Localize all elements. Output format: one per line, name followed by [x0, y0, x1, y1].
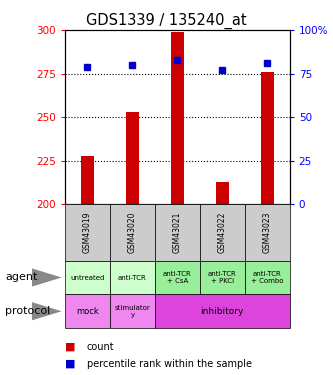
Text: anti-TCR
+ CsA: anti-TCR + CsA	[163, 271, 192, 284]
Bar	[261, 72, 273, 204]
Bar	[65, 204, 110, 261]
Text: percentile rank within the sample: percentile rank within the sample	[87, 359, 251, 369]
Bar	[110, 204, 155, 261]
Bar	[200, 261, 245, 294]
Text: stimulator
y: stimulator y	[115, 305, 150, 318]
Polygon shape	[32, 302, 62, 320]
Bar	[216, 182, 228, 204]
Text: ■: ■	[65, 342, 76, 352]
Polygon shape	[32, 268, 62, 286]
Text: count: count	[87, 342, 114, 352]
Text: ■: ■	[65, 359, 76, 369]
Bar	[245, 261, 290, 294]
Text: mock: mock	[76, 307, 99, 316]
Bar	[81, 156, 94, 204]
Bar	[126, 112, 139, 204]
Bar	[110, 261, 155, 294]
Text: inhibitory: inhibitory	[200, 307, 244, 316]
Bar	[245, 204, 290, 261]
Text: protocol: protocol	[5, 306, 50, 316]
Bar	[155, 261, 200, 294]
Bar	[110, 294, 155, 328]
Text: agent: agent	[5, 273, 37, 282]
Text: GDS1339 / 135240_at: GDS1339 / 135240_at	[86, 13, 247, 29]
Bar	[155, 204, 200, 261]
Bar	[65, 294, 110, 328]
Bar	[65, 261, 110, 294]
Bar	[171, 32, 183, 204]
Text: GSM43021: GSM43021	[173, 212, 182, 253]
Bar	[155, 294, 290, 328]
Text: GSM43020: GSM43020	[128, 212, 137, 253]
Text: anti-TCR
+ PKCi: anti-TCR + PKCi	[208, 271, 237, 284]
Text: GSM43019: GSM43019	[83, 212, 92, 253]
Text: anti-TCR: anti-TCR	[118, 274, 147, 280]
Text: untreated: untreated	[70, 274, 105, 280]
Text: GSM43022: GSM43022	[218, 212, 227, 253]
Bar	[200, 204, 245, 261]
Text: GSM43023: GSM43023	[263, 212, 272, 253]
Text: anti-TCR
+ Combo: anti-TCR + Combo	[251, 271, 283, 284]
